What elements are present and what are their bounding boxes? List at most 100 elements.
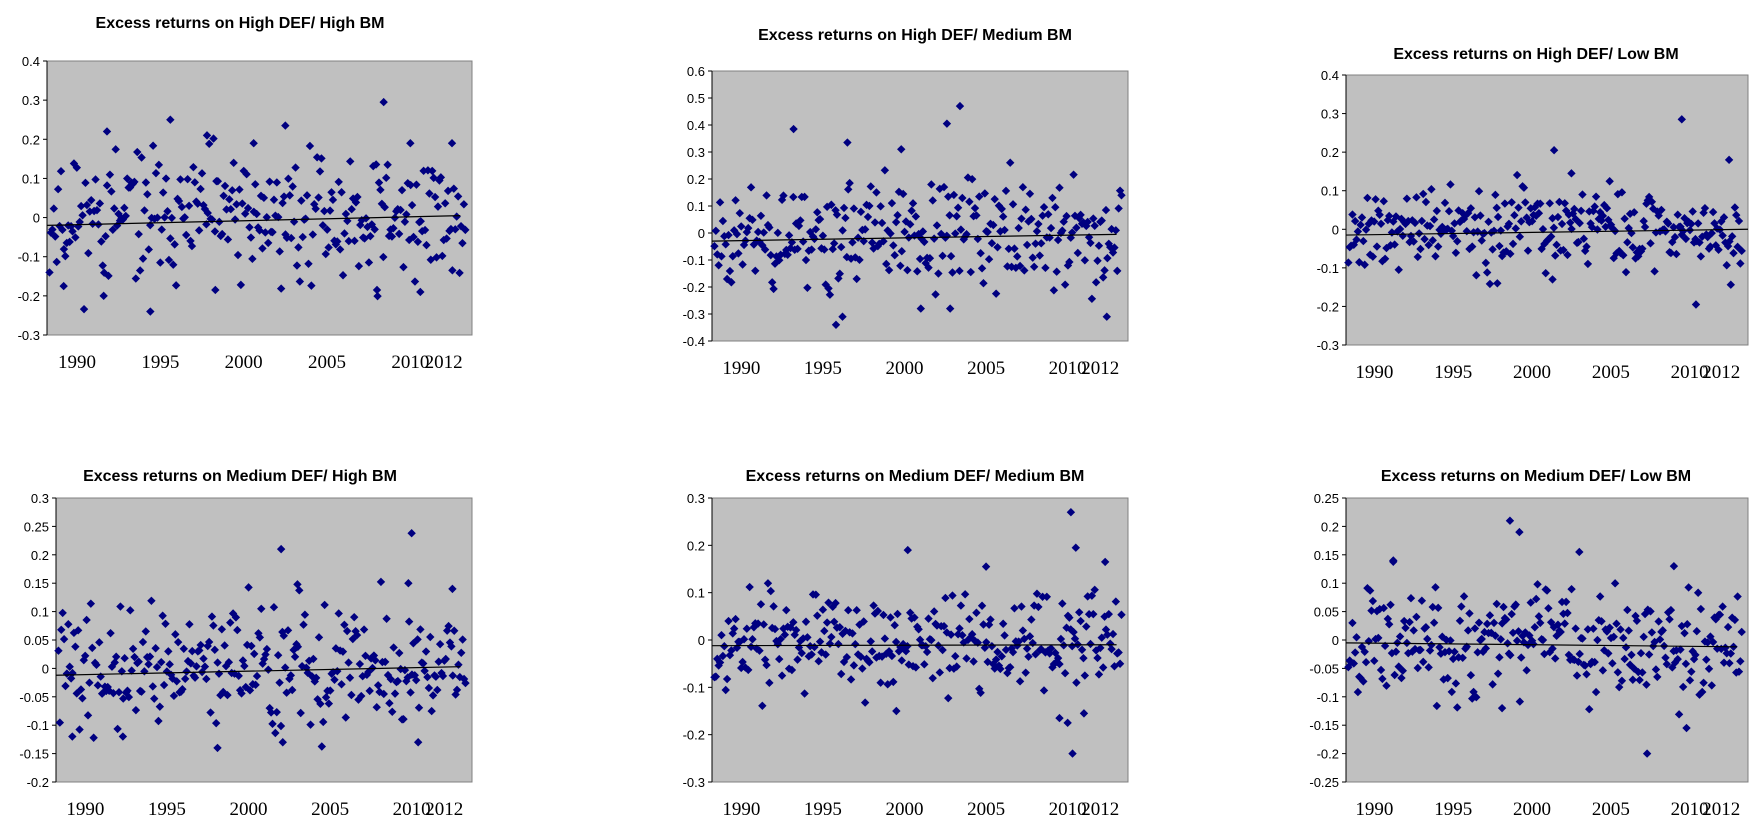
data-point xyxy=(936,229,946,239)
data-point xyxy=(939,621,949,631)
data-point xyxy=(1721,643,1730,652)
trend-line xyxy=(46,215,461,226)
data-point xyxy=(1506,249,1515,259)
data-point xyxy=(211,718,221,728)
data-point xyxy=(1070,211,1080,220)
data-point xyxy=(1669,223,1678,232)
data-point xyxy=(190,178,200,187)
data-point xyxy=(1444,647,1454,656)
data-point xyxy=(1473,648,1482,657)
data-point xyxy=(1672,249,1681,259)
data-point xyxy=(965,197,974,206)
data-point xyxy=(275,678,284,687)
data-point xyxy=(1536,199,1545,208)
data-point xyxy=(452,212,461,221)
data-point xyxy=(1583,625,1593,634)
data-point xyxy=(1681,659,1691,669)
data-point xyxy=(1402,194,1412,203)
data-point xyxy=(276,544,286,554)
data-point xyxy=(427,706,436,716)
data-point xyxy=(889,241,898,250)
data-point xyxy=(1022,240,1032,250)
data-point xyxy=(1676,222,1685,231)
data-point xyxy=(982,638,991,647)
data-point xyxy=(424,683,434,693)
data-point xyxy=(821,280,830,289)
data-point xyxy=(1350,648,1360,657)
data-point xyxy=(452,685,462,695)
data-point xyxy=(762,191,771,200)
data-point xyxy=(1008,647,1018,657)
data-point xyxy=(432,253,441,262)
data-point xyxy=(203,208,212,218)
data-point xyxy=(335,245,345,254)
x-tick-label: 1990 xyxy=(722,358,760,379)
data-point xyxy=(1455,616,1465,626)
data-point xyxy=(782,605,791,615)
data-point xyxy=(1527,216,1537,226)
data-point xyxy=(288,182,297,191)
data-point xyxy=(908,199,918,208)
y-tick-label: -0.3 xyxy=(683,775,705,790)
data-point xyxy=(1608,659,1617,668)
data-point xyxy=(855,255,864,265)
y-tick-label: -0.1 xyxy=(27,718,49,733)
data-point xyxy=(1090,221,1099,230)
data-point xyxy=(997,204,1006,214)
data-point xyxy=(870,218,880,227)
data-point xyxy=(872,188,881,197)
data-point xyxy=(116,602,125,611)
data-point xyxy=(886,613,895,622)
data-point xyxy=(247,641,256,651)
data-point xyxy=(314,193,323,202)
data-point xyxy=(214,669,224,678)
data-point xyxy=(217,625,227,634)
data-point xyxy=(228,186,237,195)
data-point xyxy=(1666,605,1676,615)
y-tick-label: 0 xyxy=(698,633,705,648)
data-point xyxy=(873,606,883,616)
data-point xyxy=(887,198,897,208)
data-point xyxy=(272,707,281,717)
data-point xyxy=(877,652,887,661)
data-point xyxy=(413,738,423,747)
data-point xyxy=(1551,654,1560,663)
data-point xyxy=(1371,195,1380,204)
data-point xyxy=(1595,592,1605,601)
data-point xyxy=(1474,618,1484,627)
data-point xyxy=(226,618,235,627)
data-point xyxy=(1459,214,1469,224)
data-point xyxy=(827,200,836,209)
data-point xyxy=(261,228,270,237)
data-point xyxy=(1702,655,1711,664)
data-point xyxy=(1416,244,1425,254)
data-point xyxy=(753,227,763,237)
data-point xyxy=(1496,635,1505,644)
data-point xyxy=(1549,223,1559,232)
data-point xyxy=(400,217,410,226)
data-point xyxy=(779,191,788,200)
data-point xyxy=(1655,227,1665,236)
data-point xyxy=(1097,216,1106,225)
data-point xyxy=(347,205,356,214)
data-point xyxy=(165,660,174,669)
data-point xyxy=(338,647,348,656)
data-point xyxy=(1698,687,1707,697)
data-point xyxy=(948,268,957,277)
data-point xyxy=(108,225,118,234)
y-tick-label: 0 xyxy=(1332,222,1339,237)
data-point xyxy=(1357,213,1367,222)
y-tick-label: -0.15 xyxy=(1309,718,1339,733)
data-point xyxy=(151,644,160,653)
data-point xyxy=(1574,657,1583,666)
data-point xyxy=(297,196,306,205)
data-point xyxy=(324,699,334,708)
data-point xyxy=(213,743,222,753)
data-point xyxy=(1495,653,1504,662)
data-point xyxy=(185,620,194,629)
data-point xyxy=(828,244,837,254)
data-point xyxy=(1696,604,1706,614)
data-point xyxy=(737,222,746,231)
data-point xyxy=(1468,694,1477,703)
data-point xyxy=(403,178,412,188)
